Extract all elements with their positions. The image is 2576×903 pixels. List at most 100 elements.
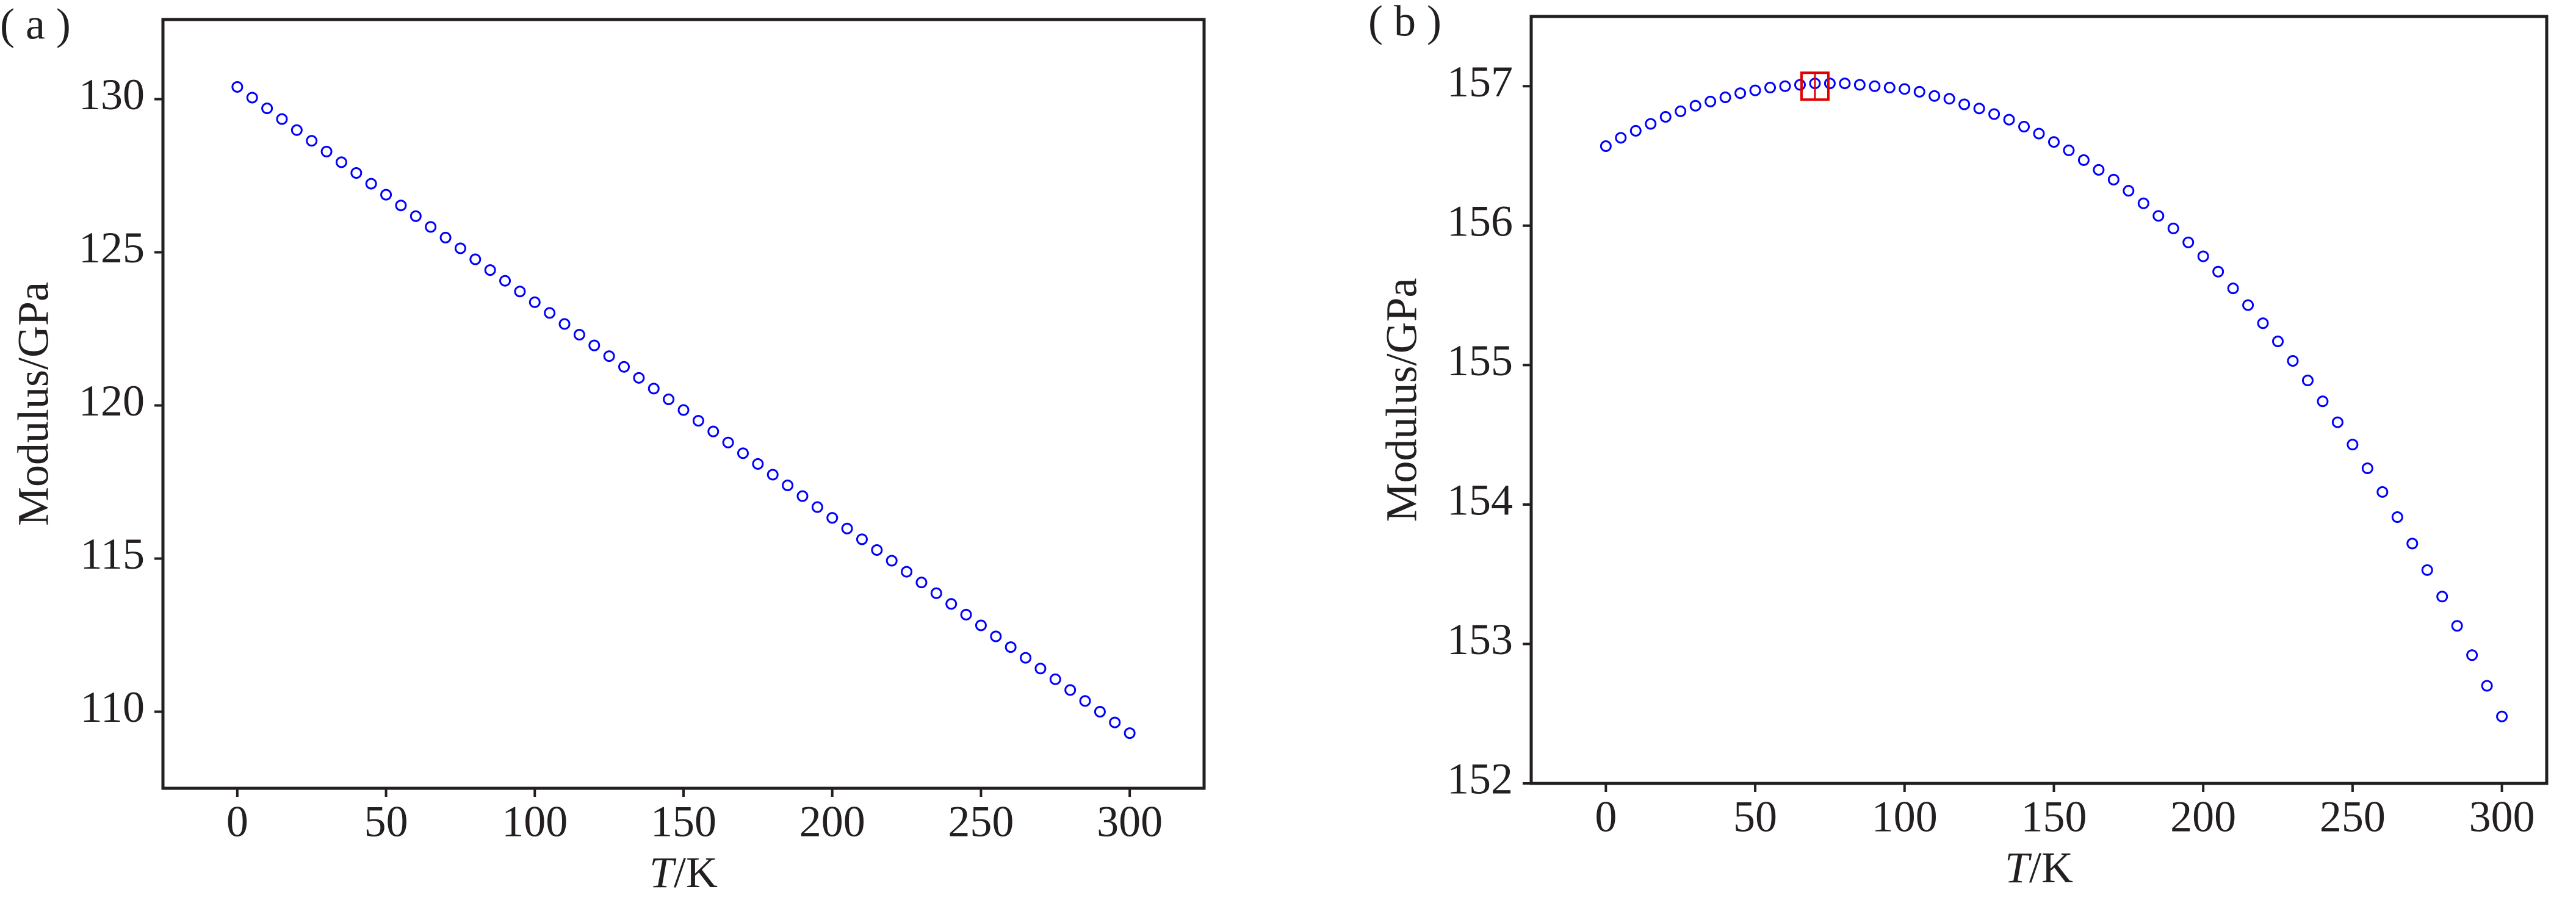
data-point [558, 318, 571, 330]
data-point [960, 608, 972, 621]
data-point [469, 253, 482, 265]
y-axis-label: Modulus/GPa [9, 282, 58, 526]
data-point [1034, 663, 1047, 675]
data-point [722, 436, 734, 448]
data-point [1615, 132, 1627, 144]
data-point [2123, 185, 2135, 197]
data-point [276, 113, 288, 125]
data-point [1958, 98, 1971, 110]
data-point [2197, 250, 2209, 262]
plot-frame [161, 18, 1206, 790]
data-point [365, 178, 377, 190]
data-point [425, 221, 437, 233]
y-tick-label: 110 [81, 683, 145, 732]
data-point [1749, 84, 1761, 96]
data-point [677, 404, 690, 416]
data-point [1988, 108, 2001, 120]
x-tick-label: 50 [364, 797, 408, 846]
data-point [544, 307, 556, 319]
data-point [796, 490, 809, 502]
chart-panel: 0 50 100 150 200 250 300 110 115 120 125 130 T/K Modu… [0, 0, 1206, 897]
x-tick-label: 0 [226, 797, 248, 846]
y-axis-label: Modulus/GPa [1377, 278, 1426, 522]
x-tick-label: 150 [651, 797, 716, 846]
data-point [975, 619, 987, 631]
data-point [1734, 87, 1747, 99]
data-point [1899, 83, 1911, 95]
data-point [737, 447, 749, 459]
data-point [2077, 154, 2090, 166]
data-point [2227, 282, 2239, 295]
x-tick-label: 200 [799, 797, 865, 846]
data-point [707, 425, 720, 437]
data-point [1600, 140, 1612, 153]
data-point [320, 145, 333, 157]
data-point [2301, 375, 2314, 387]
data-point [945, 598, 958, 610]
data-point [2152, 210, 2165, 222]
data-point [1779, 80, 1791, 92]
data-point [2391, 511, 2403, 523]
data-point [1079, 695, 1091, 707]
data-point [1629, 124, 1642, 137]
data-point [306, 135, 318, 147]
y-tick-label: 152 [1447, 755, 1513, 804]
y-tick-label: 130 [79, 70, 145, 119]
data-point [826, 512, 839, 524]
data-point [1659, 111, 1672, 123]
x-axis-symbol: T [649, 848, 677, 897]
data-point [930, 587, 942, 599]
plot-frame [1529, 15, 2549, 785]
x-axis-symbol: T [2005, 843, 2032, 892]
data-point [1094, 706, 1106, 718]
data-point [1764, 82, 1777, 94]
data-point [1675, 105, 1687, 117]
data-point [2003, 113, 2015, 126]
data-point [811, 501, 823, 513]
data-point [439, 231, 452, 243]
x-tick-label: 300 [1097, 797, 1163, 846]
data-point [1689, 99, 1701, 112]
data-point [603, 350, 615, 362]
data-point [246, 92, 258, 104]
y-tick-label: 156 [1447, 196, 1513, 245]
data-point [692, 415, 704, 427]
data-point [901, 566, 913, 578]
data-point [2033, 128, 2045, 140]
data-point [648, 383, 660, 395]
data-point [2331, 416, 2343, 428]
data-point [573, 329, 585, 341]
data-point [588, 339, 601, 351]
x-tick-label: 300 [2469, 793, 2535, 841]
data-point [2047, 136, 2060, 148]
data-point [2376, 486, 2389, 498]
x-tick-label: 150 [2021, 793, 2087, 841]
data-point [618, 361, 630, 373]
data-point [2421, 564, 2433, 576]
data-point [871, 544, 883, 556]
data-point [1049, 673, 1061, 685]
data-point [350, 167, 363, 179]
chart-panel: 0 50 100 150 200 250 300 152 153 154 155 156 157 T/K M… [1368, 0, 2549, 892]
data-point [484, 264, 496, 276]
data-point [782, 480, 794, 492]
data-point [1869, 80, 1881, 92]
data-point [395, 200, 407, 212]
y-tick-label: 125 [79, 223, 145, 272]
data-point [2317, 395, 2329, 408]
panel-label: ( a ) [0, 0, 71, 49]
y-tick-label: 157 [1447, 57, 1513, 106]
data-point [1719, 92, 1731, 104]
data-point [752, 458, 764, 470]
data-point [2107, 173, 2120, 185]
x-tick-label: 200 [2170, 793, 2236, 841]
data-point [1005, 641, 1017, 653]
data-point [2436, 591, 2448, 603]
y-tick-label: 153 [1447, 615, 1513, 664]
data-point [856, 533, 868, 545]
x-axis-unit: /K [674, 848, 718, 897]
x-tick-label: 0 [1595, 793, 1617, 841]
data-point [2242, 299, 2254, 311]
data-point [2406, 538, 2419, 550]
